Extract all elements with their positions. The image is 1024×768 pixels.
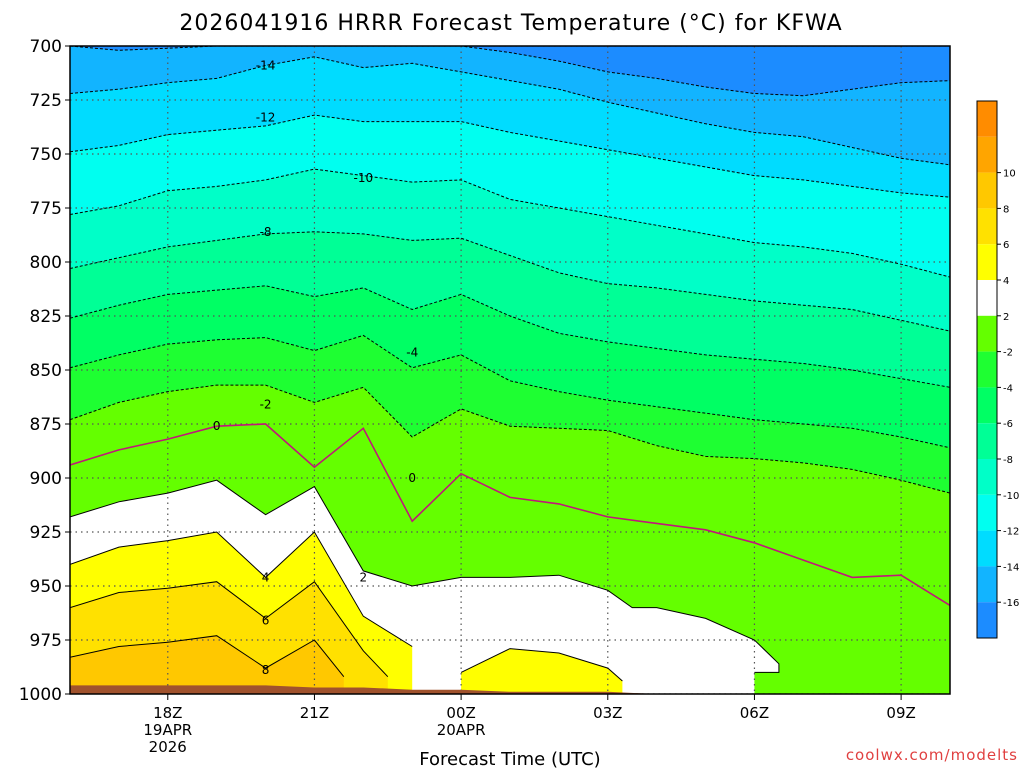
contour-label: 0 bbox=[213, 419, 221, 433]
isotherm--12 bbox=[70, 114, 950, 198]
colorbar-label: -4 bbox=[1003, 383, 1013, 394]
colorbar-swatch bbox=[977, 602, 997, 638]
contour-label: -12 bbox=[256, 110, 276, 124]
isotherm-warm-4-1 bbox=[70, 531, 413, 647]
y-tick-label: 750 bbox=[30, 145, 62, 165]
contour-label: -14 bbox=[256, 58, 276, 72]
colorbar-swatch bbox=[977, 101, 997, 137]
colorbar-swatch bbox=[977, 315, 997, 352]
contour-label: -4 bbox=[406, 346, 418, 360]
colorbar-swatch bbox=[977, 172, 997, 209]
colorbar-label: 2 bbox=[1003, 312, 1009, 323]
contour-label: -8 bbox=[260, 225, 272, 239]
colorbar-swatch bbox=[977, 244, 997, 280]
isotherm-warm-8-3 bbox=[70, 635, 345, 678]
pressure-axis: 700 725 750 775 800 825 850 875 900 925 950 975 1000 bbox=[19, 37, 70, 705]
contour-label: 6 bbox=[262, 614, 270, 628]
color-scale-bar: -16 -14 -12 -10 -8 -6 -4 -2 2 4 6 8 10 bbox=[976, 100, 1019, 639]
colorbar-label: -12 bbox=[1003, 527, 1019, 538]
isotherm--2 bbox=[70, 384, 950, 494]
isotherm-warm-6-2 bbox=[70, 580, 389, 678]
y-tick-label: 925 bbox=[30, 523, 62, 543]
isotherm--8 bbox=[70, 231, 950, 332]
x-tick-label: 20APR bbox=[437, 721, 486, 739]
contour-label: 2 bbox=[360, 570, 368, 584]
x-tick-label: 19APR bbox=[143, 721, 192, 739]
colorbar-swatch bbox=[977, 494, 997, 531]
colorbar-label: -14 bbox=[1003, 562, 1019, 573]
contour-label: -2 bbox=[260, 398, 272, 412]
colorbar-label: 4 bbox=[1003, 276, 1009, 287]
colorbar-label: -8 bbox=[1003, 455, 1013, 466]
credit-text: coolwx.com/modelts bbox=[846, 746, 1018, 764]
y-tick-label: 950 bbox=[30, 577, 62, 597]
x-tick-label: 00Z bbox=[446, 704, 475, 722]
colorbar-swatch bbox=[977, 208, 997, 245]
colorbar-label: 6 bbox=[1003, 240, 1009, 251]
contour-label: -10 bbox=[354, 171, 374, 185]
y-tick-label: 875 bbox=[30, 415, 62, 435]
x-tick-label: 03Z bbox=[593, 704, 622, 722]
y-tick-label: 900 bbox=[30, 469, 62, 489]
colorbar-swatch bbox=[977, 530, 997, 567]
x-tick-label: 09Z bbox=[886, 704, 915, 722]
colorbar-label: 8 bbox=[1003, 204, 1009, 215]
colorbar-label: -16 bbox=[1003, 598, 1019, 609]
contour-label: 0 bbox=[408, 471, 416, 485]
isotherm--4 bbox=[70, 334, 950, 449]
chart-title: 2026041916 HRRR Forecast Temperature (°C… bbox=[179, 11, 842, 36]
isotherm--16 bbox=[70, 46, 950, 97]
x-tick-label: 06Z bbox=[740, 704, 769, 722]
colorbar-swatch bbox=[977, 566, 997, 603]
isotherm-warm-2-0 bbox=[70, 479, 780, 673]
colorbar-label: 10 bbox=[1003, 169, 1016, 180]
temperature-fill-layers bbox=[70, 46, 950, 694]
surface-ground-layer bbox=[70, 685, 853, 694]
colorbar-swatch bbox=[977, 351, 997, 388]
isotherm--14 bbox=[70, 56, 950, 166]
ground-surface bbox=[70, 685, 853, 694]
colorbar-swatch bbox=[977, 423, 997, 459]
warm-fill-8-3 bbox=[70, 635, 344, 694]
y-tick-label: 850 bbox=[30, 361, 62, 381]
colorbar-label: -10 bbox=[1003, 491, 1019, 502]
isotherm-lines bbox=[70, 46, 950, 682]
warm-fill-4-4 bbox=[461, 648, 623, 694]
x-tick-label: 18Z bbox=[153, 704, 182, 722]
colorbar-swatch bbox=[977, 136, 997, 173]
isotherm-labels: -14 -12 -10 -8 -4 -2 0 0 2 4 6 8 bbox=[213, 58, 418, 677]
isotherm-warm-4-4 bbox=[460, 648, 623, 682]
y-tick-label: 1000 bbox=[19, 685, 62, 705]
y-tick-label: 975 bbox=[30, 631, 62, 651]
y-tick-label: 700 bbox=[30, 37, 62, 57]
isotherm--10 bbox=[70, 168, 950, 278]
x-tick-label: 21Z bbox=[300, 704, 329, 722]
y-tick-label: 725 bbox=[30, 91, 62, 111]
isotherm-0 bbox=[70, 423, 950, 607]
y-tick-label: 775 bbox=[30, 199, 62, 219]
x-axis-label: Forecast Time (UTC) bbox=[419, 749, 600, 768]
y-tick-label: 825 bbox=[30, 307, 62, 327]
contour-label: 4 bbox=[262, 570, 270, 584]
colorbar-label: -6 bbox=[1003, 419, 1013, 430]
y-tick-label: 800 bbox=[30, 253, 62, 273]
colorbar-label: -2 bbox=[1003, 348, 1013, 359]
colorbar-swatch bbox=[977, 387, 997, 424]
x-tick-label: 2026 bbox=[149, 738, 187, 756]
colorbar-swatch bbox=[977, 459, 997, 495]
isotherm--6 bbox=[70, 285, 950, 388]
colorbar-swatch bbox=[977, 280, 997, 316]
colorbar-frame bbox=[976, 100, 998, 639]
contour-label: 8 bbox=[262, 663, 270, 677]
